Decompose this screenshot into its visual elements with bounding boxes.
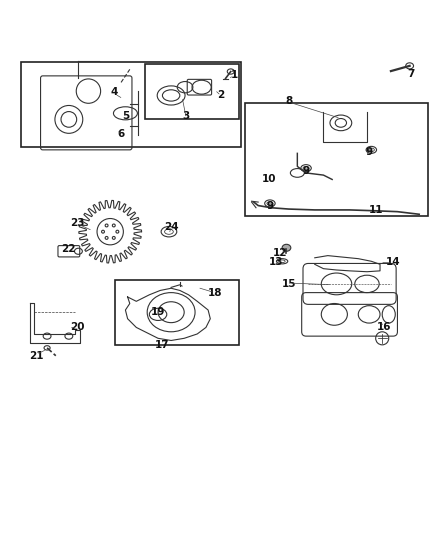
Ellipse shape: [282, 244, 291, 251]
Text: 11: 11: [368, 205, 383, 215]
Text: 24: 24: [164, 222, 178, 232]
Bar: [245, 103, 428, 216]
Text: 20: 20: [71, 322, 85, 333]
Text: 9: 9: [303, 166, 310, 176]
Ellipse shape: [406, 63, 413, 69]
Text: 8: 8: [285, 96, 292, 106]
Text: 9: 9: [267, 200, 274, 211]
Text: 10: 10: [262, 174, 276, 184]
Bar: [115, 279, 239, 345]
Text: 22: 22: [62, 244, 76, 254]
Bar: [21, 62, 241, 147]
Text: 9: 9: [366, 148, 373, 157]
Text: 6: 6: [117, 129, 125, 139]
Text: 4: 4: [111, 87, 118, 98]
Text: 13: 13: [268, 257, 283, 267]
Text: 18: 18: [208, 288, 222, 297]
Text: 1: 1: [231, 70, 238, 80]
Text: 21: 21: [29, 351, 43, 361]
Text: 7: 7: [407, 69, 414, 79]
Text: 17: 17: [155, 340, 170, 350]
Text: 16: 16: [377, 322, 392, 333]
Text: 3: 3: [183, 111, 190, 122]
Text: 19: 19: [151, 307, 165, 317]
Text: 14: 14: [386, 257, 400, 267]
Text: 5: 5: [122, 111, 129, 122]
Text: 23: 23: [71, 218, 85, 228]
Text: 2: 2: [218, 90, 225, 100]
Text: 12: 12: [273, 248, 287, 259]
Bar: [145, 64, 239, 118]
Text: 15: 15: [281, 279, 296, 289]
